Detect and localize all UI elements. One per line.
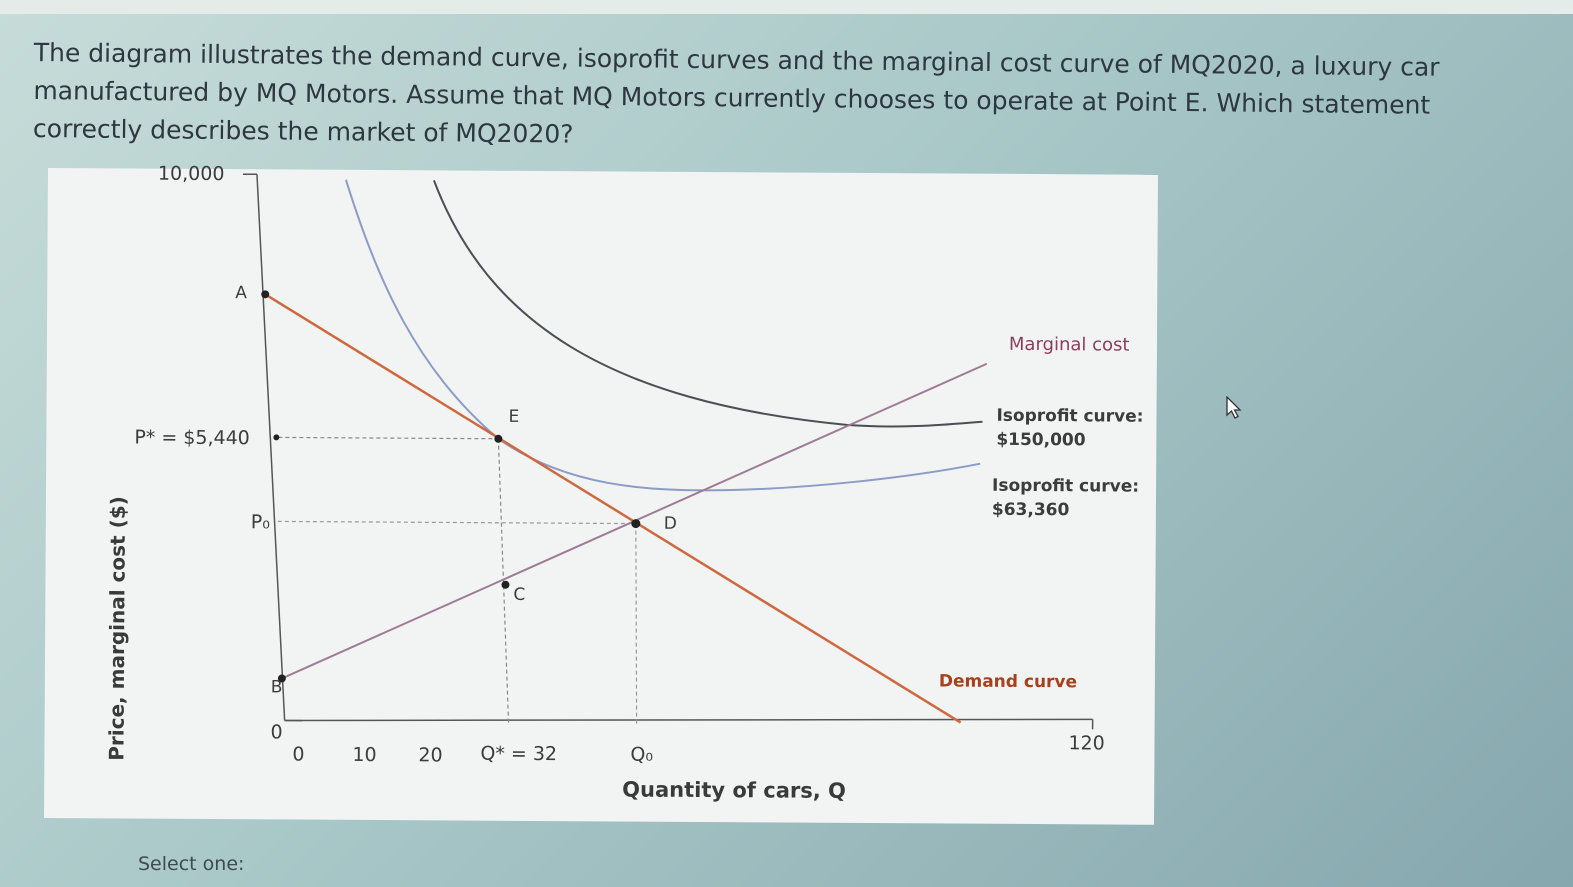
y-tick-zero: 0 (270, 721, 283, 744)
marginal-cost-label: Marginal cost (1008, 333, 1130, 356)
point-a-label: A (235, 283, 247, 304)
isoprofit-high-label-line1: Isoprofit curve: (996, 405, 1144, 427)
demand-curve (264, 293, 962, 724)
p0-guide (277, 520, 636, 525)
isoprofit-low-label-line2: $63,360 (991, 499, 1070, 521)
point-b-dot (277, 674, 286, 683)
x-tick-120: 120 (1068, 732, 1105, 755)
isoprofit-curve-high (432, 180, 983, 428)
point-d-label: D (663, 513, 677, 534)
q0-guide (635, 523, 638, 724)
x-tick-20: 20 (418, 744, 443, 767)
y-tick-10000: 10,000 (157, 162, 225, 186)
top-strip (0, 0, 1573, 14)
p-star-dot (273, 434, 280, 441)
x-tick-q0: Q₀ (630, 743, 654, 766)
isoprofit-low-label-line1: Isoprofit curve: (992, 475, 1140, 497)
isoprofit-low-label: Isoprofit curve: $63,360 (992, 474, 1139, 523)
y-tick-p0: P₀ (250, 511, 270, 534)
chart-svg (242, 173, 1094, 730)
point-e-label: E (508, 406, 520, 427)
point-e-dot (494, 434, 503, 443)
point-b-label: B (270, 677, 283, 698)
question-text: The diagram illustrates the demand curve… (32, 37, 1440, 149)
p-star-guide (278, 436, 499, 440)
select-one-label: Select one: (138, 853, 245, 875)
point-a-dot (261, 290, 270, 299)
x-axis-label: Quantity of cars, Q (622, 777, 846, 803)
isoprofit-curve-low (344, 179, 981, 492)
x-tick-q-star: Q* = 32 (480, 742, 558, 766)
point-c-dot (501, 580, 510, 589)
economics-figure: Price, marginal cost ($) 10,000 P* = $5,… (44, 163, 1158, 825)
isoprofit-high-label: Isoprofit curve: $150,000 (996, 404, 1143, 453)
y-axis-label: Price, marginal cost ($) (104, 496, 130, 761)
point-d-dot (631, 519, 641, 529)
mouse-cursor-icon (1226, 395, 1244, 425)
isoprofit-high-label-line2: $150,000 (996, 429, 1086, 451)
x-tick-zero: 0 (292, 743, 305, 766)
demand-curve-label: Demand curve (938, 671, 1078, 693)
x-axis (284, 718, 1093, 722)
y-tick-p-star: P* = $5,440 (134, 426, 250, 450)
point-c-label: C (513, 584, 526, 605)
y-axis (256, 174, 286, 721)
x-tick-10: 10 (352, 743, 377, 767)
